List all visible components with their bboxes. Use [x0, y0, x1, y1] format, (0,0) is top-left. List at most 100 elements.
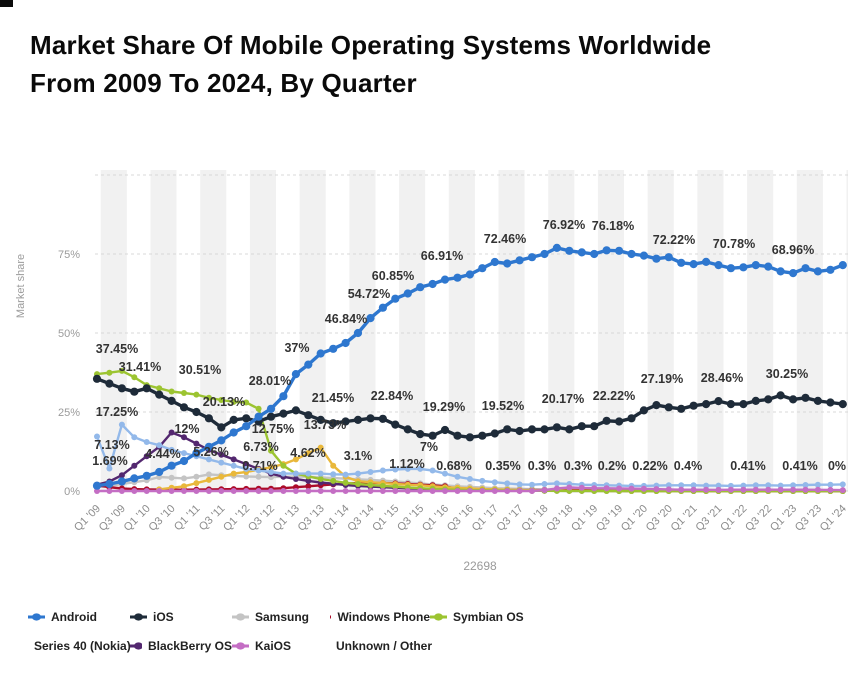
data-point-android[interactable] [813, 267, 823, 276]
data-point-android[interactable] [316, 349, 325, 358]
data-point-ios[interactable] [440, 425, 450, 435]
data-point-kaios[interactable] [740, 486, 747, 493]
data-point-kaios[interactable] [218, 488, 225, 494]
data-point-android[interactable] [540, 249, 549, 259]
data-point-unknown-other[interactable] [678, 482, 685, 489]
data-point-symbian-os[interactable] [342, 479, 349, 486]
data-point-android[interactable] [229, 428, 238, 437]
data-point-android[interactable] [204, 442, 213, 451]
data-point-android[interactable] [179, 456, 189, 466]
data-point-ios[interactable] [117, 384, 126, 393]
data-point-kaios[interactable] [690, 486, 697, 493]
data-point-kaios[interactable] [156, 488, 163, 494]
data-point-ios[interactable] [465, 433, 474, 442]
data-point-unknown-other[interactable] [392, 466, 399, 473]
data-point-unknown-other[interactable] [106, 465, 113, 472]
data-point-blackberry-os[interactable] [292, 476, 299, 482]
data-point-ios[interactable] [739, 400, 748, 409]
data-point-android[interactable] [515, 256, 524, 265]
data-point-unknown-other[interactable] [118, 421, 125, 428]
data-point-kaios[interactable] [814, 486, 821, 493]
legend-item-blackberry-os[interactable]: BlackBerry OS [130, 639, 232, 653]
data-point-ios[interactable] [565, 425, 574, 434]
data-point-kaios[interactable] [392, 488, 399, 494]
data-point-ios[interactable] [639, 406, 649, 415]
data-point-kaios[interactable] [727, 486, 734, 493]
data-point-android[interactable] [341, 338, 350, 348]
data-point-kaios[interactable] [466, 488, 473, 494]
data-point-unknown-other[interactable] [218, 459, 225, 466]
data-point-blackberry-os[interactable] [193, 440, 200, 447]
data-point-ios[interactable] [391, 420, 400, 429]
data-point-android[interactable] [192, 449, 201, 458]
data-point-symbian-os[interactable] [243, 399, 250, 406]
data-point-unknown-other[interactable] [715, 482, 722, 489]
data-point-ios[interactable] [726, 400, 736, 409]
data-point-kaios[interactable] [665, 486, 672, 493]
data-point-ios[interactable] [378, 414, 387, 423]
data-point-kaios[interactable] [628, 485, 635, 492]
data-point-ios[interactable] [453, 431, 462, 440]
data-point-unknown-other[interactable] [94, 433, 100, 440]
data-point-android[interactable] [391, 294, 400, 303]
data-point-ios[interactable] [751, 396, 760, 405]
data-point-kaios[interactable] [330, 488, 337, 494]
data-point-android[interactable] [503, 259, 512, 268]
data-point-symbian-os[interactable] [106, 369, 113, 376]
data-point-ios[interactable] [341, 417, 350, 426]
data-point-unknown-other[interactable] [690, 482, 697, 489]
data-point-kaios[interactable] [442, 488, 448, 494]
data-point-kaios[interactable] [578, 484, 585, 491]
data-point-android[interactable] [105, 479, 114, 489]
data-point-ios[interactable] [689, 401, 698, 410]
data-point-unknown-other[interactable] [156, 442, 163, 449]
data-point-blackberry-os[interactable] [305, 477, 312, 484]
data-point-kaios[interactable] [839, 487, 846, 494]
data-point-kaios[interactable] [143, 488, 150, 494]
legend-item-windows-phone[interactable]: Windows Phone [330, 610, 430, 624]
data-point-android[interactable] [527, 253, 537, 262]
data-point-series-40-nokia[interactable] [205, 476, 212, 483]
data-point-blackberry-os[interactable] [131, 462, 138, 469]
data-point-samsung[interactable] [181, 475, 187, 482]
data-point-symbian-os[interactable] [230, 398, 237, 405]
data-point-symbian-os[interactable] [255, 405, 262, 412]
data-point-samsung[interactable] [205, 471, 212, 478]
data-point-ios[interactable] [590, 422, 599, 431]
data-point-ios[interactable] [229, 415, 238, 424]
data-point-kaios[interactable] [553, 485, 560, 492]
data-point-android[interactable] [291, 370, 300, 379]
data-point-kaios[interactable] [255, 488, 262, 494]
data-point-ios[interactable] [540, 425, 549, 434]
data-point-android[interactable] [764, 262, 773, 271]
data-point-android[interactable] [353, 328, 363, 338]
data-point-ios[interactable] [702, 400, 711, 409]
data-point-ios[interactable] [801, 393, 810, 402]
data-point-kaios[interactable] [777, 486, 784, 493]
data-point-android[interactable] [266, 404, 276, 413]
data-point-android[interactable] [602, 246, 611, 255]
data-point-kaios[interactable] [454, 488, 461, 494]
data-point-ios[interactable] [242, 414, 251, 423]
data-point-ios[interactable] [192, 407, 201, 417]
data-point-kaios[interactable] [193, 488, 200, 494]
data-point-ios[interactable] [527, 425, 537, 434]
data-point-series-40-nokia[interactable] [218, 473, 225, 480]
data-point-unknown-other[interactable] [553, 480, 560, 487]
data-point-kaios[interactable] [131, 488, 138, 494]
legend-item-ios[interactable]: iOS [130, 610, 232, 624]
data-point-android[interactable] [167, 461, 176, 470]
data-point-unknown-other[interactable] [454, 473, 461, 480]
data-point-android[interactable] [465, 270, 474, 279]
data-point-ios[interactable] [204, 414, 213, 423]
data-point-unknown-other[interactable] [765, 482, 772, 489]
data-point-android[interactable] [117, 477, 126, 486]
data-point-android[interactable] [279, 392, 288, 401]
data-point-android[interactable] [242, 422, 251, 431]
data-point-unknown-other[interactable] [504, 480, 511, 487]
data-point-unknown-other[interactable] [839, 481, 846, 488]
data-point-symbian-os[interactable] [218, 397, 225, 403]
chart-area[interactable]: 0% 25% 50% 75% Q1 '09 Q3 '09 Q1 '10 Q3 '10 Q1 '1… [0, 0, 866, 600]
data-point-kaios[interactable] [342, 488, 349, 494]
data-point-symbian-os[interactable] [118, 367, 125, 374]
